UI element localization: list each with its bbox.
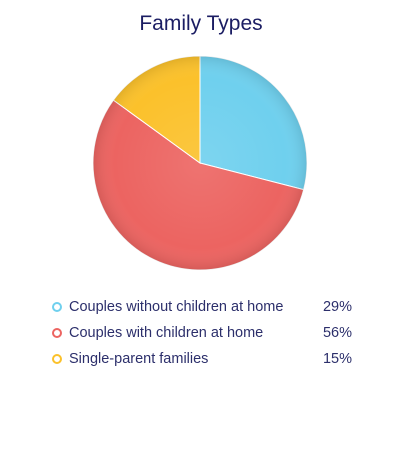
legend-marker (52, 354, 62, 364)
legend-value: 29% (322, 299, 352, 315)
legend-value: 15% (322, 351, 352, 367)
legend-item[interactable]: Couples without children at home 29% (52, 294, 352, 320)
pie-chart-svg (92, 55, 308, 271)
legend-marker (52, 302, 62, 312)
legend: Couples without children at home 29% Cou… (52, 294, 352, 372)
legend-item[interactable]: Single-parent families 15% (52, 346, 352, 372)
chart-title: Family Types (139, 12, 263, 35)
legend-value: 56% (322, 325, 352, 341)
pie-chart (92, 55, 308, 271)
legend-label: Couples without children at home (69, 299, 284, 315)
legend-label: Couples with children at home (69, 325, 264, 341)
legend-label: Single-parent families (69, 351, 209, 367)
legend-marker (52, 328, 62, 338)
legend-item[interactable]: Couples with children at home 56% (52, 320, 352, 346)
